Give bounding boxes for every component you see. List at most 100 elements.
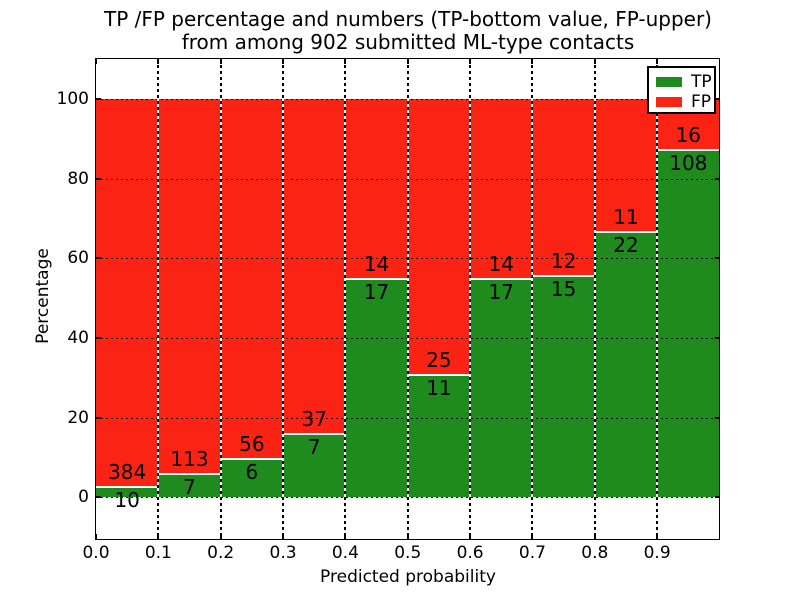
tp-bar-segment	[158, 473, 221, 498]
fp-count-label: 384	[108, 460, 147, 485]
x-tick-mark	[656, 534, 659, 539]
y-tick-mark-right	[714, 257, 720, 260]
y-tick-label: 20	[67, 407, 89, 428]
fp-bar-segment	[594, 98, 658, 232]
x-tick-label: 0.8	[581, 543, 609, 563]
tp-legend-swatch	[656, 77, 682, 87]
y-tick-mark	[96, 336, 101, 339]
y-tick-mark-right	[714, 177, 720, 180]
x-tick-mark	[344, 534, 347, 539]
y-tick-mark	[96, 177, 101, 180]
fp-bar-segment	[283, 98, 346, 434]
fp-count-label: 37	[301, 406, 327, 431]
chart-title-line2: from among 902 submitted ML-type contact…	[181, 30, 635, 54]
fp-count-label: 113	[170, 446, 209, 471]
x-tick-mark	[282, 534, 285, 539]
fp-bar-segment	[220, 98, 284, 459]
tp-bar-segment	[283, 433, 346, 498]
y-tick-mark	[96, 257, 101, 260]
x-tick-mark	[593, 534, 596, 539]
bar-segment-divider	[345, 277, 408, 280]
fp-bar-segment	[345, 98, 408, 279]
tp-bar-segment	[407, 375, 471, 498]
tp-count-label: 15	[550, 276, 577, 301]
tp-count-label: 7	[183, 474, 196, 499]
x-tick-mark	[406, 534, 409, 539]
x-tick-label: 0.6	[456, 543, 484, 563]
tp-count-label: 7	[307, 434, 321, 459]
fp-legend-swatch	[656, 97, 682, 107]
tp-bar-segment	[220, 458, 284, 498]
fp-count-label: 12	[550, 248, 577, 273]
y-tick-label: 80	[67, 168, 89, 189]
tp-legend-label: TP	[691, 72, 712, 92]
fp-count-label: 16	[675, 123, 702, 148]
x-tick-label: 0.2	[207, 543, 235, 563]
bar-segment-divider	[657, 149, 720, 152]
bar-segment-divider	[407, 374, 471, 377]
v-gridline	[157, 59, 160, 539]
x-tick-label: 0.7	[518, 543, 546, 563]
tp-count-label: 22	[613, 232, 639, 257]
x-tick-mark-top	[406, 59, 409, 64]
x-tick-mark-top	[157, 59, 160, 64]
fp-count-label: 14	[363, 251, 390, 276]
x-tick-mark-top	[656, 59, 659, 64]
v-gridline	[469, 59, 472, 539]
y-tick-label: 60	[67, 248, 89, 269]
bar-segment-divider	[532, 274, 595, 277]
chart-title-line1: TP /FP percentage and numbers (TP-bottom…	[104, 7, 712, 31]
x-tick-label: 0.3	[269, 543, 297, 563]
fp-count-label: 11	[613, 204, 639, 229]
y-tick-mark-right	[714, 496, 720, 499]
x-tick-mark-top	[469, 59, 472, 64]
fp-bar-segment	[158, 98, 221, 474]
v-gridline	[282, 59, 285, 539]
x-tick-mark-top	[95, 59, 97, 64]
y-tick-label: 100	[56, 88, 89, 109]
tp-bar-segment	[657, 150, 720, 498]
bar-segment-divider	[96, 486, 159, 489]
bar-segment-divider	[220, 457, 284, 460]
bar-segment-divider	[470, 277, 533, 280]
chart-title: TP /FP percentage and numbers (TP-bottom…	[104, 8, 712, 54]
fp-bar-segment	[470, 98, 533, 279]
x-tick-label: 0.9	[643, 543, 671, 563]
tp-bar-segment	[470, 278, 533, 498]
v-gridline	[219, 59, 222, 539]
x-tick-mark-top	[593, 59, 596, 64]
x-tick-mark-top	[219, 59, 222, 64]
y-tick-mark-right	[714, 416, 720, 419]
x-tick-mark-top	[344, 59, 347, 64]
tp-bar-segment	[532, 275, 595, 498]
tp-count-label: 6	[245, 459, 259, 484]
fp-bar-segment	[407, 98, 471, 376]
x-tick-mark	[219, 534, 222, 539]
x-tick-label: 0.1	[144, 543, 172, 563]
v-gridline	[406, 59, 409, 539]
y-tick-label: 0	[78, 487, 89, 508]
y-tick-label: 40	[67, 327, 89, 348]
y-tick-mark	[96, 97, 101, 100]
x-tick-label: 0.4	[331, 543, 359, 563]
fp-legend-label: FP	[691, 92, 712, 112]
y-tick-mark-right	[714, 97, 720, 100]
tp-count-label: 17	[363, 279, 390, 304]
legend-entry-fp: FP	[656, 92, 714, 112]
v-gridline	[531, 59, 534, 539]
x-tick-label: 0.0	[82, 543, 110, 563]
tp-bar-segment	[594, 231, 658, 498]
fp-count-label: 14	[488, 251, 514, 276]
v-gridline	[593, 59, 596, 539]
legend-entry-tp: TP	[656, 72, 714, 92]
bar-segment-divider	[158, 472, 221, 475]
tp-count-label: 17	[488, 279, 514, 304]
x-tick-mark-top	[531, 59, 534, 64]
tp-count-label: 11	[426, 376, 452, 401]
bar-segment-divider	[594, 230, 658, 233]
x-tick-mark	[95, 534, 97, 539]
y-tick-mark-right	[714, 336, 720, 339]
x-axis-label: Predicted probability	[320, 567, 496, 587]
fp-bar-segment	[532, 98, 595, 276]
